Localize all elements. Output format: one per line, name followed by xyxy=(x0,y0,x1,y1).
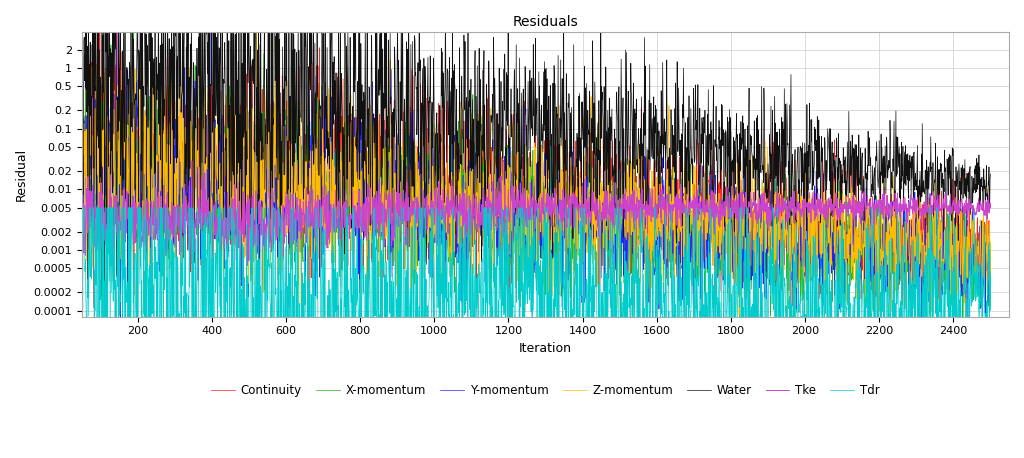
Tke xyxy=(418,203,430,209)
Z-momentum xyxy=(813,216,825,222)
X-momentum xyxy=(851,258,863,263)
Continuity xyxy=(984,242,996,248)
Tke xyxy=(575,198,588,203)
Tke xyxy=(886,213,898,219)
Tke xyxy=(77,201,89,206)
Line: Y-momentum: Y-momentum xyxy=(63,25,990,353)
Tke xyxy=(57,235,70,240)
Tke xyxy=(813,209,825,214)
X-momentum xyxy=(77,135,89,140)
X-momentum xyxy=(57,215,70,220)
Y-momentum xyxy=(575,300,588,305)
Z-momentum xyxy=(418,179,430,184)
X-momentum xyxy=(574,281,587,286)
Y-momentum xyxy=(851,242,863,248)
X-momentum xyxy=(127,14,139,19)
Continuity xyxy=(418,129,430,134)
Water xyxy=(851,174,863,180)
Water xyxy=(77,192,89,197)
Tdr xyxy=(60,387,73,393)
Tdr xyxy=(57,205,70,210)
X-axis label: Iteration: Iteration xyxy=(519,342,572,355)
Line: Z-momentum: Z-momentum xyxy=(63,0,990,339)
Continuity xyxy=(851,210,863,216)
Continuity xyxy=(71,0,83,6)
Line: Tdr: Tdr xyxy=(63,207,990,390)
X-momentum xyxy=(813,258,825,264)
Water xyxy=(886,182,898,188)
Water xyxy=(575,192,588,198)
Y-momentum xyxy=(57,267,70,273)
Z-momentum xyxy=(77,132,89,137)
Continuity xyxy=(574,185,587,191)
Continuity xyxy=(77,172,89,177)
Z-momentum xyxy=(560,336,572,342)
X-momentum xyxy=(831,344,844,349)
X-momentum xyxy=(886,262,898,267)
Continuity xyxy=(906,332,919,338)
Tke xyxy=(984,205,996,210)
Title: Residuals: Residuals xyxy=(513,15,579,29)
Line: X-momentum: X-momentum xyxy=(63,16,990,347)
Water xyxy=(57,33,70,38)
Y-axis label: Residual: Residual xyxy=(15,147,28,201)
Y-momentum xyxy=(111,22,123,28)
Line: Water: Water xyxy=(63,0,990,296)
X-momentum xyxy=(984,251,996,257)
Y-momentum xyxy=(77,80,89,86)
Tdr xyxy=(77,205,89,210)
Z-momentum xyxy=(57,159,70,165)
Z-momentum xyxy=(851,260,863,266)
Tdr xyxy=(813,325,825,331)
Y-momentum xyxy=(984,264,996,270)
Water xyxy=(984,171,996,177)
Z-momentum xyxy=(575,224,588,229)
X-momentum xyxy=(418,171,430,176)
Y-momentum xyxy=(813,237,825,242)
Continuity xyxy=(886,191,898,196)
Tke xyxy=(70,266,82,271)
Continuity xyxy=(57,141,70,147)
Tdr xyxy=(418,349,430,354)
Y-momentum xyxy=(254,350,266,355)
Tdr xyxy=(984,273,996,279)
Tdr xyxy=(886,237,898,242)
Tdr xyxy=(851,277,863,282)
Continuity xyxy=(813,239,825,244)
Tke xyxy=(185,158,198,164)
Tke xyxy=(851,210,863,216)
Legend: Continuity, X-momentum, Y-momentum, Z-momentum, Water, Tke, Tdr: Continuity, X-momentum, Y-momentum, Z-mo… xyxy=(207,380,885,402)
Z-momentum xyxy=(886,224,898,229)
Y-momentum xyxy=(418,202,430,207)
Y-momentum xyxy=(886,251,898,256)
Water xyxy=(95,294,108,299)
Water xyxy=(418,55,430,61)
Tdr xyxy=(574,293,587,299)
Line: Continuity: Continuity xyxy=(63,3,990,335)
Z-momentum xyxy=(984,239,996,245)
Water xyxy=(813,174,825,180)
Line: Tke: Tke xyxy=(63,161,990,268)
